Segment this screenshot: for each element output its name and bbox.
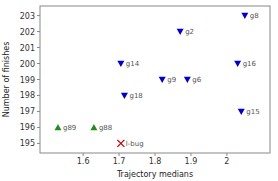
point: [121, 93, 128, 99]
y-tick-label: 195: [20, 139, 35, 148]
point: [117, 140, 124, 147]
point-label: g88: [99, 124, 112, 132]
point: [54, 124, 61, 130]
y-tick-label: 200: [20, 60, 35, 69]
point: [117, 61, 124, 67]
y-tick-label: 197: [20, 107, 35, 116]
point-label: g15: [246, 108, 259, 116]
y-tick: [37, 47, 40, 48]
point: [90, 124, 97, 130]
point: [241, 13, 248, 19]
y-tick: [37, 143, 40, 144]
point-label: g16: [243, 60, 257, 68]
y-tick: [37, 63, 40, 64]
x-tick: [226, 153, 227, 156]
y-tick: [37, 127, 40, 128]
point: [159, 77, 166, 83]
y-tick: [37, 79, 40, 80]
point-label: g9: [167, 76, 176, 84]
point-label: l-bug: [126, 140, 144, 148]
y-tick-label: 198: [20, 91, 35, 100]
x-tick: [155, 153, 156, 156]
point: [184, 77, 191, 83]
x-axis-label: Trajectory medians: [116, 170, 193, 179]
y-tick: [37, 111, 40, 112]
x-tick-label: 1.8: [149, 157, 162, 166]
y-tick: [37, 31, 40, 32]
marks: [54, 13, 248, 147]
x-tick-label: 1.9: [185, 157, 198, 166]
y-tick-label: 203: [20, 12, 35, 21]
y-axis-label: Number of finishes: [2, 42, 11, 118]
point-label: g8: [250, 12, 259, 20]
x-tick-label: 2: [224, 157, 229, 166]
y-tick-label: 196: [20, 123, 35, 132]
plot-frame: [40, 6, 270, 153]
y-tick-label: 201: [20, 44, 35, 53]
x-tick-label: 1.6: [77, 157, 90, 166]
point-label: g6: [192, 76, 201, 84]
y-tick-label: 199: [20, 76, 35, 85]
point: [238, 109, 245, 115]
chart: 1.6 1.7 1.8 1.9 2 195 196 197 198 199 200 201 202 203…: [0, 0, 278, 181]
point-label: g89: [63, 124, 76, 132]
point-label: g2: [185, 28, 194, 36]
point-label: g18: [129, 92, 142, 100]
x-tick: [190, 153, 191, 156]
x-tick-label: 1.7: [113, 157, 126, 166]
x-tick: [83, 153, 84, 156]
y-tick: [37, 95, 40, 96]
x-tick: [119, 153, 120, 156]
point: [177, 29, 184, 35]
y-tick-label: 202: [20, 28, 35, 37]
point: [234, 61, 241, 67]
y-tick: [37, 15, 40, 16]
point-label: g14: [126, 60, 140, 68]
